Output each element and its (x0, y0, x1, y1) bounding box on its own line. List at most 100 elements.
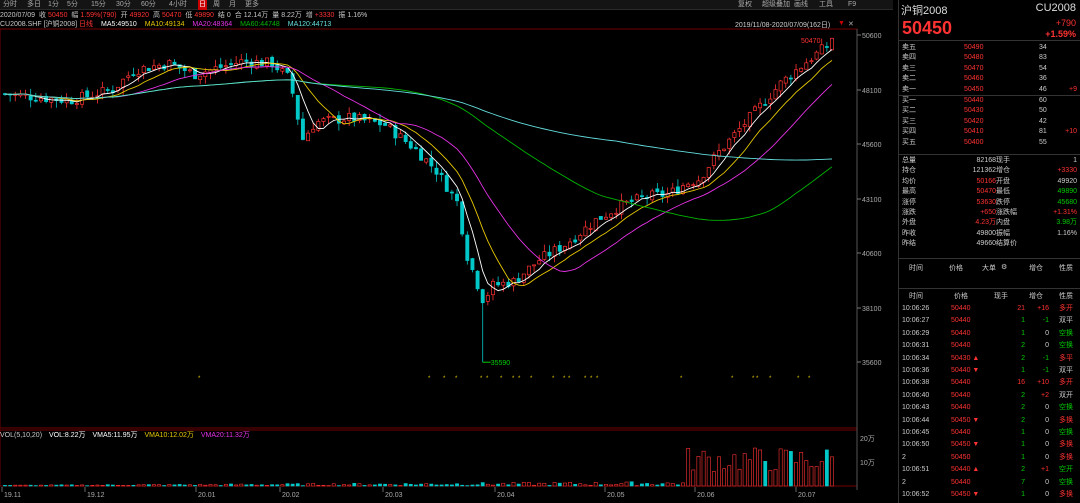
ma120-line (4, 79, 833, 161)
volume-bar (162, 485, 167, 487)
candle-body (357, 114, 362, 121)
tool-0[interactable]: 复权 (738, 1, 752, 8)
trade-tab-3[interactable]: 增仓 (1029, 265, 1043, 272)
period-tab-8[interactable]: 日 (198, 0, 207, 10)
trade-row-cell: 50430 ▲ (951, 354, 980, 362)
tool-4[interactable]: F9 (848, 1, 857, 8)
volume-bar (660, 483, 665, 487)
volume-bar (542, 482, 547, 487)
volume-bar (686, 448, 691, 487)
trade-row-cell: 10:06:31 (902, 342, 930, 350)
stat-row: 总量 82168 现手 1 (899, 156, 1080, 166)
candle-body (675, 186, 680, 194)
candle-body (444, 175, 449, 192)
ma10-line (4, 60, 833, 287)
trade-row-cell: 10:06:44 (902, 416, 930, 424)
volume-bar (388, 484, 393, 487)
period-tab-9[interactable]: 周 (213, 1, 220, 8)
trade-row-cell: 2 (1021, 354, 1025, 362)
candle-body (198, 75, 203, 80)
close-icon[interactable]: ✕ (848, 21, 854, 28)
candle-body (306, 132, 311, 142)
gear-icon[interactable]: ⚙ (1001, 264, 1008, 271)
ma20-line (4, 66, 833, 272)
volume-bar (809, 466, 814, 487)
divider (899, 154, 1080, 155)
period-tab-4[interactable]: 15分 (91, 1, 106, 8)
oi-label: 增 (305, 12, 313, 19)
trade-tab-2[interactable]: 大单 (982, 265, 996, 272)
trade-row-cell: 0 (1045, 329, 1049, 337)
candle-body (187, 69, 192, 72)
period-tab-5[interactable]: 30分 (116, 1, 131, 8)
quote-panel: 沪铜2008 CU2008 50450 +790 +1.59% 卖五 50490 3… (898, 0, 1080, 503)
trade-row-cell: 1 (1021, 429, 1025, 436)
volume-bar (665, 482, 670, 487)
candle-body (747, 112, 752, 128)
kline-chart[interactable]: 50600 48100 45600 43100 40600 38100 35600 20万 10… (0, 0, 898, 503)
volume-bar (604, 483, 608, 487)
period-tab-6[interactable]: 60分 (141, 1, 156, 8)
tool-3[interactable]: 工具 (819, 1, 833, 8)
candle-body (804, 62, 809, 70)
period-tab-3[interactable]: 5分 (67, 1, 78, 8)
volume-bar (198, 483, 203, 487)
volume-bar (655, 484, 660, 487)
signal-star: * (752, 376, 755, 382)
candle-body (681, 185, 685, 195)
candle-body (270, 56, 275, 68)
candle-body (28, 95, 33, 101)
candle-body (434, 167, 439, 175)
candle-body (629, 199, 634, 202)
candle-body (521, 273, 526, 283)
volume-bar (696, 455, 701, 487)
candle-body (593, 218, 598, 231)
date-label: 19.12 (87, 492, 105, 499)
trade-row-cell: 1 (1021, 491, 1025, 498)
candle-body (419, 148, 424, 161)
trade-row-cell: 2 (1021, 466, 1025, 474)
book-row-cell: 46 (1039, 85, 1047, 93)
book-row: 买三 50420 42 (899, 117, 1080, 127)
period-tab-2[interactable]: 1分 (48, 1, 59, 8)
trade-tab-1[interactable]: 价格 (949, 265, 963, 272)
candle-body (285, 67, 290, 73)
candle-body (598, 216, 603, 220)
volume-bar (778, 448, 783, 487)
trade-tab-4[interactable]: 性质 (1059, 265, 1073, 272)
candle-body (583, 226, 588, 237)
date-label: 20.01 (198, 492, 216, 499)
period-tab-11[interactable]: 更多 (245, 1, 259, 8)
ma5-line (4, 49, 833, 292)
candle-body (59, 98, 64, 103)
trade-row: 10:06:44 50450 ▼ 2 0 多换 (899, 416, 1080, 426)
trade-row-cell: 0 (1045, 478, 1049, 486)
volume-bar (80, 484, 84, 487)
stat-row-cell: 昨结 (902, 240, 916, 248)
candle-body (819, 44, 824, 55)
amp-label: 振 (338, 12, 346, 19)
trade-row-cell: 0 (1045, 429, 1049, 436)
quote-bar: 2020/07/09 收 50450 幅 1.59%(790) 开 49920 高 50… (0, 11, 893, 20)
settings-icon[interactable]: ▼ (838, 20, 845, 27)
vol-value: VOL:8.22万 (48, 432, 86, 439)
trade-row-cell: 多换 (1059, 491, 1073, 498)
tool-2[interactable]: 画线 (794, 1, 808, 8)
signal-star: * (731, 376, 734, 382)
period-tab-1[interactable]: 多日 (27, 1, 41, 8)
volume-bar (121, 485, 126, 487)
period-tab-10[interactable]: 月 (229, 1, 236, 8)
stat-row: 最高 50470 最低 49890 (899, 187, 1080, 197)
period-tab-0[interactable]: 分时 (3, 1, 17, 8)
candle-body (799, 67, 804, 72)
trade-tab-0[interactable]: 时间 (909, 265, 923, 272)
candle-body (172, 61, 177, 65)
volume-bar (547, 485, 552, 487)
book-row-cell: 买二 (902, 107, 916, 115)
volume-bar (131, 484, 136, 487)
tool-1[interactable]: 超级叠加 (762, 1, 790, 8)
volume-bar (722, 468, 727, 487)
period-tab-7[interactable]: 4小时 (169, 1, 187, 8)
stat-row-cell: 121362 (972, 167, 996, 175)
trade-row-cell: 空换 (1059, 404, 1073, 412)
